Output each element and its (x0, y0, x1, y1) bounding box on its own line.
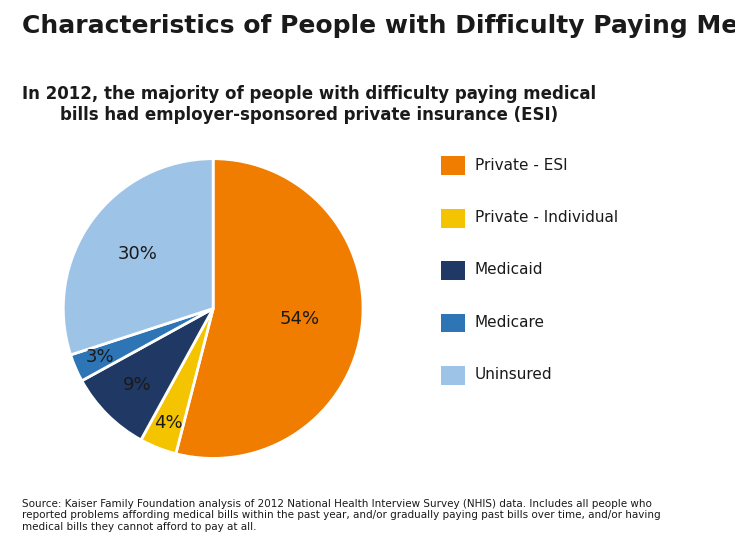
Wedge shape (176, 159, 363, 458)
Wedge shape (82, 309, 213, 440)
Text: KAISER: KAISER (644, 506, 698, 519)
Text: Uninsured: Uninsured (475, 367, 553, 382)
Text: Characteristics of People with Difficulty Paying Medical Bills: Characteristics of People with Difficult… (22, 14, 735, 38)
Wedge shape (141, 309, 213, 453)
Text: FOUNDATION: FOUNDATION (650, 533, 692, 538)
Text: Private - ESI: Private - ESI (475, 158, 567, 173)
Text: 3%: 3% (86, 348, 115, 366)
Text: FAMILY: FAMILY (645, 517, 697, 531)
Text: 54%: 54% (279, 310, 320, 328)
Text: 4%: 4% (154, 414, 182, 432)
Text: THE HENRY J.: THE HENRY J. (650, 498, 692, 504)
Text: Medicare: Medicare (475, 315, 545, 330)
Wedge shape (63, 159, 213, 355)
Text: Medicaid: Medicaid (475, 262, 543, 278)
Text: In 2012, the majority of people with difficulty paying medical
bills had employe: In 2012, the majority of people with dif… (21, 85, 596, 124)
Text: Source: Kaiser Family Foundation analysis of 2012 National Health Interview Surv: Source: Kaiser Family Foundation analysi… (22, 499, 661, 532)
Wedge shape (71, 309, 213, 381)
Text: Private - Individual: Private - Individual (475, 210, 618, 225)
Text: 30%: 30% (118, 245, 158, 263)
Text: 9%: 9% (123, 376, 151, 394)
